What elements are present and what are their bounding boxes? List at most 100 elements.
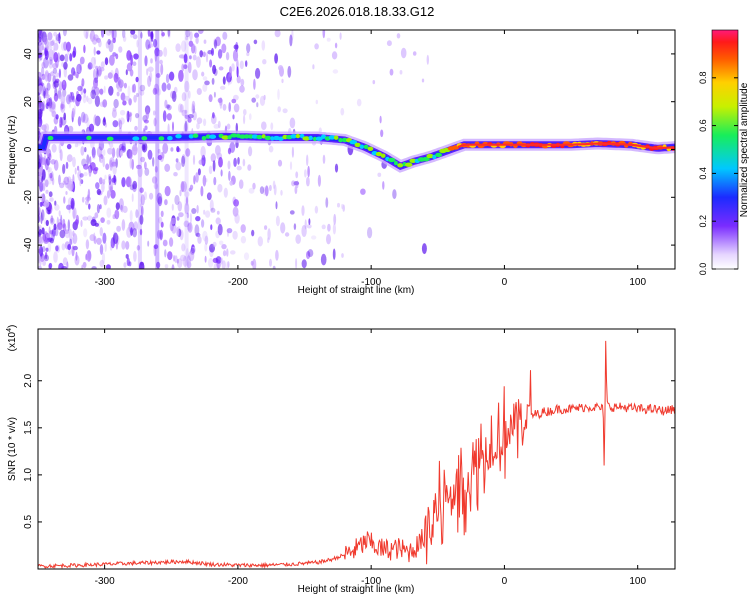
noise-speckle <box>312 64 315 70</box>
noise-speckle <box>38 158 41 169</box>
noise-speckle <box>191 43 196 54</box>
noise-speckle <box>186 223 192 231</box>
noise-speckle <box>334 163 339 173</box>
noise-speckle <box>51 110 57 118</box>
noise-speckle <box>189 212 192 224</box>
noise-speckle <box>389 68 394 76</box>
noise-speckle <box>191 246 196 253</box>
noise-speckle <box>38 229 42 236</box>
noise-speckle <box>256 102 259 108</box>
noise-speckle <box>93 77 98 89</box>
ridge-blob <box>209 134 217 139</box>
noise-speckle <box>62 180 66 186</box>
noise-speckle <box>70 91 75 101</box>
noise-speckle <box>104 75 109 80</box>
noise-speckle <box>161 82 167 92</box>
noise-speckle <box>178 69 184 82</box>
noise-speckle <box>45 219 49 227</box>
noise-speckle <box>172 121 174 132</box>
noise-speckle <box>96 204 100 214</box>
snr-plot-area <box>38 329 675 569</box>
noise-speckle <box>180 181 185 193</box>
noise-speckle <box>261 121 267 130</box>
ridge-blob <box>432 154 437 160</box>
noise-speckle <box>114 209 120 220</box>
ridge-blob <box>132 136 140 141</box>
snr-scale-prefix: (x10 <box>7 331 18 351</box>
noise-speckle <box>179 189 182 197</box>
noise-speckle <box>125 69 128 76</box>
noise-speckle <box>198 30 204 34</box>
noise-speckle <box>79 176 82 187</box>
noise-speckle <box>77 165 80 171</box>
noise-speckle <box>127 111 133 117</box>
noise-speckle <box>161 30 164 34</box>
spectrogram-marks <box>38 30 675 269</box>
noise-speckle <box>120 204 123 212</box>
noise-speckle <box>41 66 45 77</box>
ridge-blob <box>47 135 54 141</box>
noise-speckle <box>233 157 237 167</box>
noise-speckle <box>45 156 51 166</box>
noise-speckle <box>66 94 71 105</box>
noise-speckle <box>38 116 43 128</box>
noise-speckle <box>192 69 198 81</box>
noise-speckle <box>144 55 148 67</box>
noise-speckle <box>199 50 203 58</box>
noise-speckle <box>185 248 189 258</box>
noise-speckle <box>80 219 83 228</box>
noise-speckle <box>166 113 172 121</box>
noise-speckle <box>39 257 42 267</box>
noise-speckle <box>53 52 59 63</box>
noise-speckle <box>229 180 234 186</box>
noise-speckle <box>200 50 203 56</box>
colorbar-tick-label: 0.6 <box>698 119 708 132</box>
noise-speckle <box>96 237 102 245</box>
noise-speckle <box>59 54 65 62</box>
noise-speckle <box>136 92 139 98</box>
noise-speckle <box>38 206 41 217</box>
noise-speckle <box>113 98 119 109</box>
noise-speckle <box>341 253 344 258</box>
noise-speckle <box>41 124 47 131</box>
noise-speckle <box>281 78 284 84</box>
noise-speckle <box>306 251 311 259</box>
noise-speckle <box>121 177 126 188</box>
noise-speckle <box>48 104 55 112</box>
y-tick-label: 0.5 <box>23 515 34 529</box>
noise-speckle <box>189 31 193 41</box>
y-tick-label: 0 <box>23 146 34 152</box>
noise-speckle <box>272 265 276 269</box>
y-tick-label: 2.0 <box>23 373 34 387</box>
noise-speckle <box>69 53 73 62</box>
noise-speckle <box>167 251 173 261</box>
noise-speckle <box>87 97 93 105</box>
noise-speckle <box>210 207 216 213</box>
snr-scale-exponent: 4 <box>6 328 13 332</box>
noise-speckle <box>49 59 53 65</box>
noise-speckle <box>159 229 164 240</box>
noise-speckle <box>139 84 146 92</box>
x-tick-label: -300 <box>95 277 115 288</box>
noise-speckle <box>93 34 99 41</box>
noise-speckle <box>209 59 213 68</box>
x-tick-label: 0 <box>502 576 508 587</box>
noise-speckle <box>153 110 156 116</box>
noise-speckle <box>186 255 191 267</box>
noise-speckle <box>273 184 277 196</box>
noise-speckle <box>67 180 74 192</box>
ridge-blob <box>363 144 369 149</box>
noise-speckle <box>91 266 97 269</box>
noise-speckle <box>85 199 89 206</box>
noise-speckle <box>133 53 139 60</box>
noise-speckle <box>308 218 311 226</box>
noise-speckle <box>80 179 84 185</box>
noise-speckle <box>49 230 54 235</box>
noise-speckle <box>51 143 57 153</box>
noise-speckle <box>90 89 96 100</box>
ridge-blob <box>409 158 417 163</box>
noise-speckle <box>118 119 123 130</box>
noise-speckle <box>360 188 366 195</box>
noise-speckle <box>342 204 346 212</box>
noise-speckle <box>120 92 126 101</box>
